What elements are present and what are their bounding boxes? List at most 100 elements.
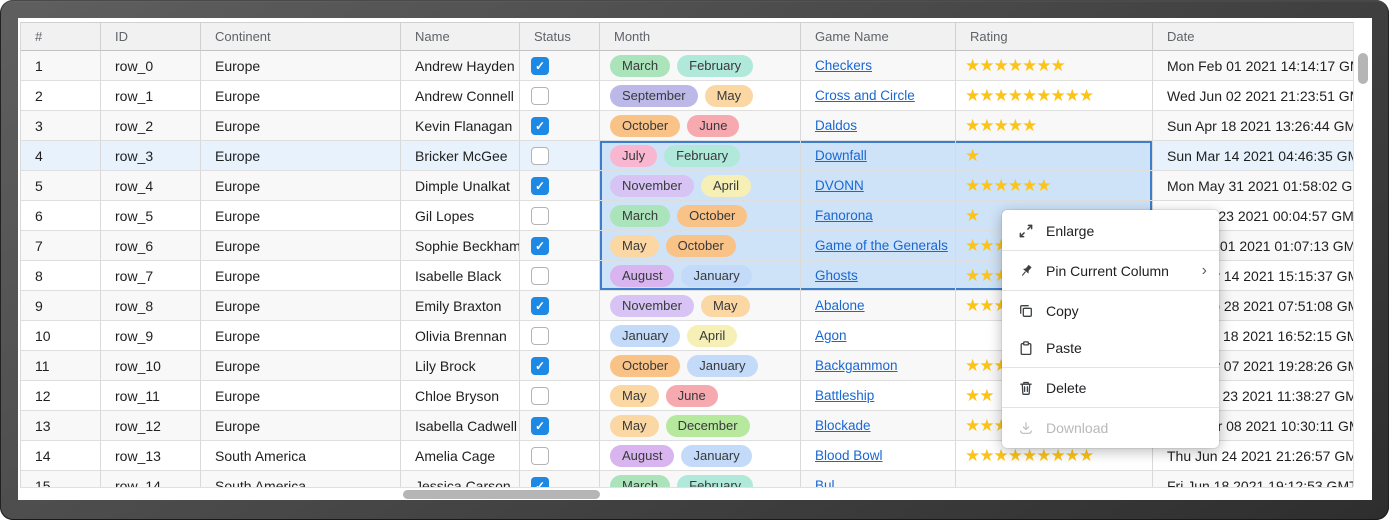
cell-rating[interactable]: ★ [956, 141, 1153, 171]
cell-status[interactable]: ✓ [520, 111, 600, 141]
cell-name[interactable]: Emily Braxton [401, 291, 520, 321]
status-checkbox-checked[interactable]: ✓ [531, 176, 549, 195]
vertical-scrollbar[interactable] [1353, 22, 1372, 487]
cell-game[interactable]: Ghosts [801, 261, 956, 291]
cell-continent[interactable]: Europe [201, 321, 401, 351]
column-header-continent[interactable]: Continent [201, 23, 401, 51]
cell-months[interactable]: March February [600, 471, 801, 488]
cell-months[interactable]: November April [600, 171, 801, 201]
cell-id[interactable]: row_7 [101, 261, 201, 291]
cell-id[interactable]: row_0 [101, 51, 201, 81]
cell-id[interactable]: row_10 [101, 351, 201, 381]
cell-name[interactable]: Dimple Unalkat [401, 171, 520, 201]
cell-continent[interactable]: Europe [201, 411, 401, 441]
cell-id[interactable]: row_3 [101, 141, 201, 171]
cell-game[interactable]: Bul [801, 471, 956, 488]
cell-num[interactable]: 8 [21, 261, 101, 291]
cell-status[interactable]: ✓ [520, 471, 600, 488]
game-link[interactable]: Bul [815, 478, 835, 488]
cell-game[interactable]: Backgammon [801, 351, 956, 381]
menu-item-paste[interactable]: Paste [1002, 329, 1219, 366]
cell-status[interactable] [520, 381, 600, 411]
column-header-num[interactable]: # [21, 23, 101, 51]
cell-num[interactable]: 7 [21, 231, 101, 261]
menu-item-download[interactable]: Download [1002, 409, 1219, 446]
cell-rating[interactable]: ★★★★★★★★★ [956, 81, 1153, 111]
cell-id[interactable]: row_8 [101, 291, 201, 321]
cell-num[interactable]: 2 [21, 81, 101, 111]
cell-name[interactable]: Andrew Hayden [401, 51, 520, 81]
cell-name[interactable]: Kevin Flanagan [401, 111, 520, 141]
cell-id[interactable]: row_13 [101, 441, 201, 471]
cell-months[interactable]: May October [600, 231, 801, 261]
cell-continent[interactable]: South America [201, 471, 401, 488]
cell-status[interactable] [520, 201, 600, 231]
column-header-id[interactable]: ID [101, 23, 201, 51]
cell-rating[interactable]: ★★★★★★ [956, 171, 1153, 201]
game-link[interactable]: Cross and Circle [815, 88, 915, 103]
status-checkbox-unchecked[interactable] [531, 206, 549, 225]
cell-status[interactable] [520, 261, 600, 291]
cell-num[interactable]: 4 [21, 141, 101, 171]
cell-num[interactable]: 3 [21, 111, 101, 141]
column-header-months[interactable]: Month [600, 23, 801, 51]
status-checkbox-unchecked[interactable] [531, 446, 549, 465]
status-checkbox-unchecked[interactable] [531, 326, 549, 345]
cell-continent[interactable]: Europe [201, 291, 401, 321]
status-checkbox-checked[interactable]: ✓ [531, 356, 549, 375]
cell-num[interactable]: 1 [21, 51, 101, 81]
cell-date[interactable]: Mon Feb 01 2021 14:14:17 GMT+00 [1153, 51, 1353, 81]
vertical-scrollbar-thumb[interactable] [1358, 53, 1368, 84]
game-link[interactable]: Daldos [815, 118, 858, 133]
cell-num[interactable]: 6 [21, 201, 101, 231]
cell-continent[interactable]: Europe [201, 51, 401, 81]
cell-name[interactable]: Isabella Cadwell [401, 411, 520, 441]
column-header-date[interactable]: Date [1153, 23, 1354, 51]
cell-status[interactable]: ✓ [520, 411, 600, 441]
cell-name[interactable]: Isabelle Black [401, 261, 520, 291]
cell-continent[interactable]: Europe [201, 81, 401, 111]
status-checkbox-checked[interactable]: ✓ [531, 116, 549, 135]
game-link[interactable]: Battleship [815, 388, 875, 403]
cell-game[interactable]: Fanorona [801, 201, 956, 231]
game-link[interactable]: Checkers [815, 58, 873, 73]
status-checkbox-checked[interactable]: ✓ [531, 56, 549, 75]
cell-num[interactable]: 12 [21, 381, 101, 411]
cell-months[interactable]: August January [600, 261, 801, 291]
menu-item-delete[interactable]: Delete [1002, 369, 1219, 406]
game-link[interactable]: Blockade [815, 418, 871, 433]
cell-date[interactable]: Wed Jun 02 2021 21:23:51 GMT+00 [1153, 81, 1353, 111]
cell-continent[interactable]: Europe [201, 201, 401, 231]
cell-num[interactable]: 14 [21, 441, 101, 471]
cell-continent[interactable]: Europe [201, 351, 401, 381]
cell-name[interactable]: Sophie Beckham [401, 231, 520, 261]
cell-months[interactable]: September May [600, 81, 801, 111]
menu-item-enlarge[interactable]: Enlarge [1002, 212, 1219, 249]
cell-date[interactable]: Sun Mar 14 2021 04:46:35 GMT+00 [1153, 141, 1353, 171]
cell-months[interactable]: March February [600, 51, 801, 81]
cell-status[interactable]: ✓ [520, 291, 600, 321]
cell-name[interactable]: Lily Brock [401, 351, 520, 381]
cell-rating[interactable] [956, 471, 1153, 488]
cell-name[interactable]: Jessica Carson [401, 471, 520, 488]
cell-months[interactable]: January April [600, 321, 801, 351]
menu-item-copy[interactable]: Copy [1002, 292, 1219, 329]
game-link[interactable]: Downfall [815, 148, 867, 163]
status-checkbox-unchecked[interactable] [531, 386, 549, 405]
cell-status[interactable] [520, 141, 600, 171]
cell-game[interactable]: Blockade [801, 411, 956, 441]
cell-id[interactable]: row_1 [101, 81, 201, 111]
cell-name[interactable]: Andrew Connell [401, 81, 520, 111]
cell-status[interactable] [520, 321, 600, 351]
cell-game[interactable]: Cross and Circle [801, 81, 956, 111]
cell-num[interactable]: 5 [21, 171, 101, 201]
cell-name[interactable]: Gil Lopes [401, 201, 520, 231]
cell-continent[interactable]: Europe [201, 171, 401, 201]
game-link[interactable]: Fanorona [815, 208, 873, 223]
game-link[interactable]: Blood Bowl [815, 448, 883, 463]
cell-game[interactable]: Battleship [801, 381, 956, 411]
game-link[interactable]: Game of the Generals [815, 238, 948, 253]
cell-status[interactable]: ✓ [520, 351, 600, 381]
cell-num[interactable]: 9 [21, 291, 101, 321]
horizontal-scrollbar[interactable] [20, 487, 1353, 500]
